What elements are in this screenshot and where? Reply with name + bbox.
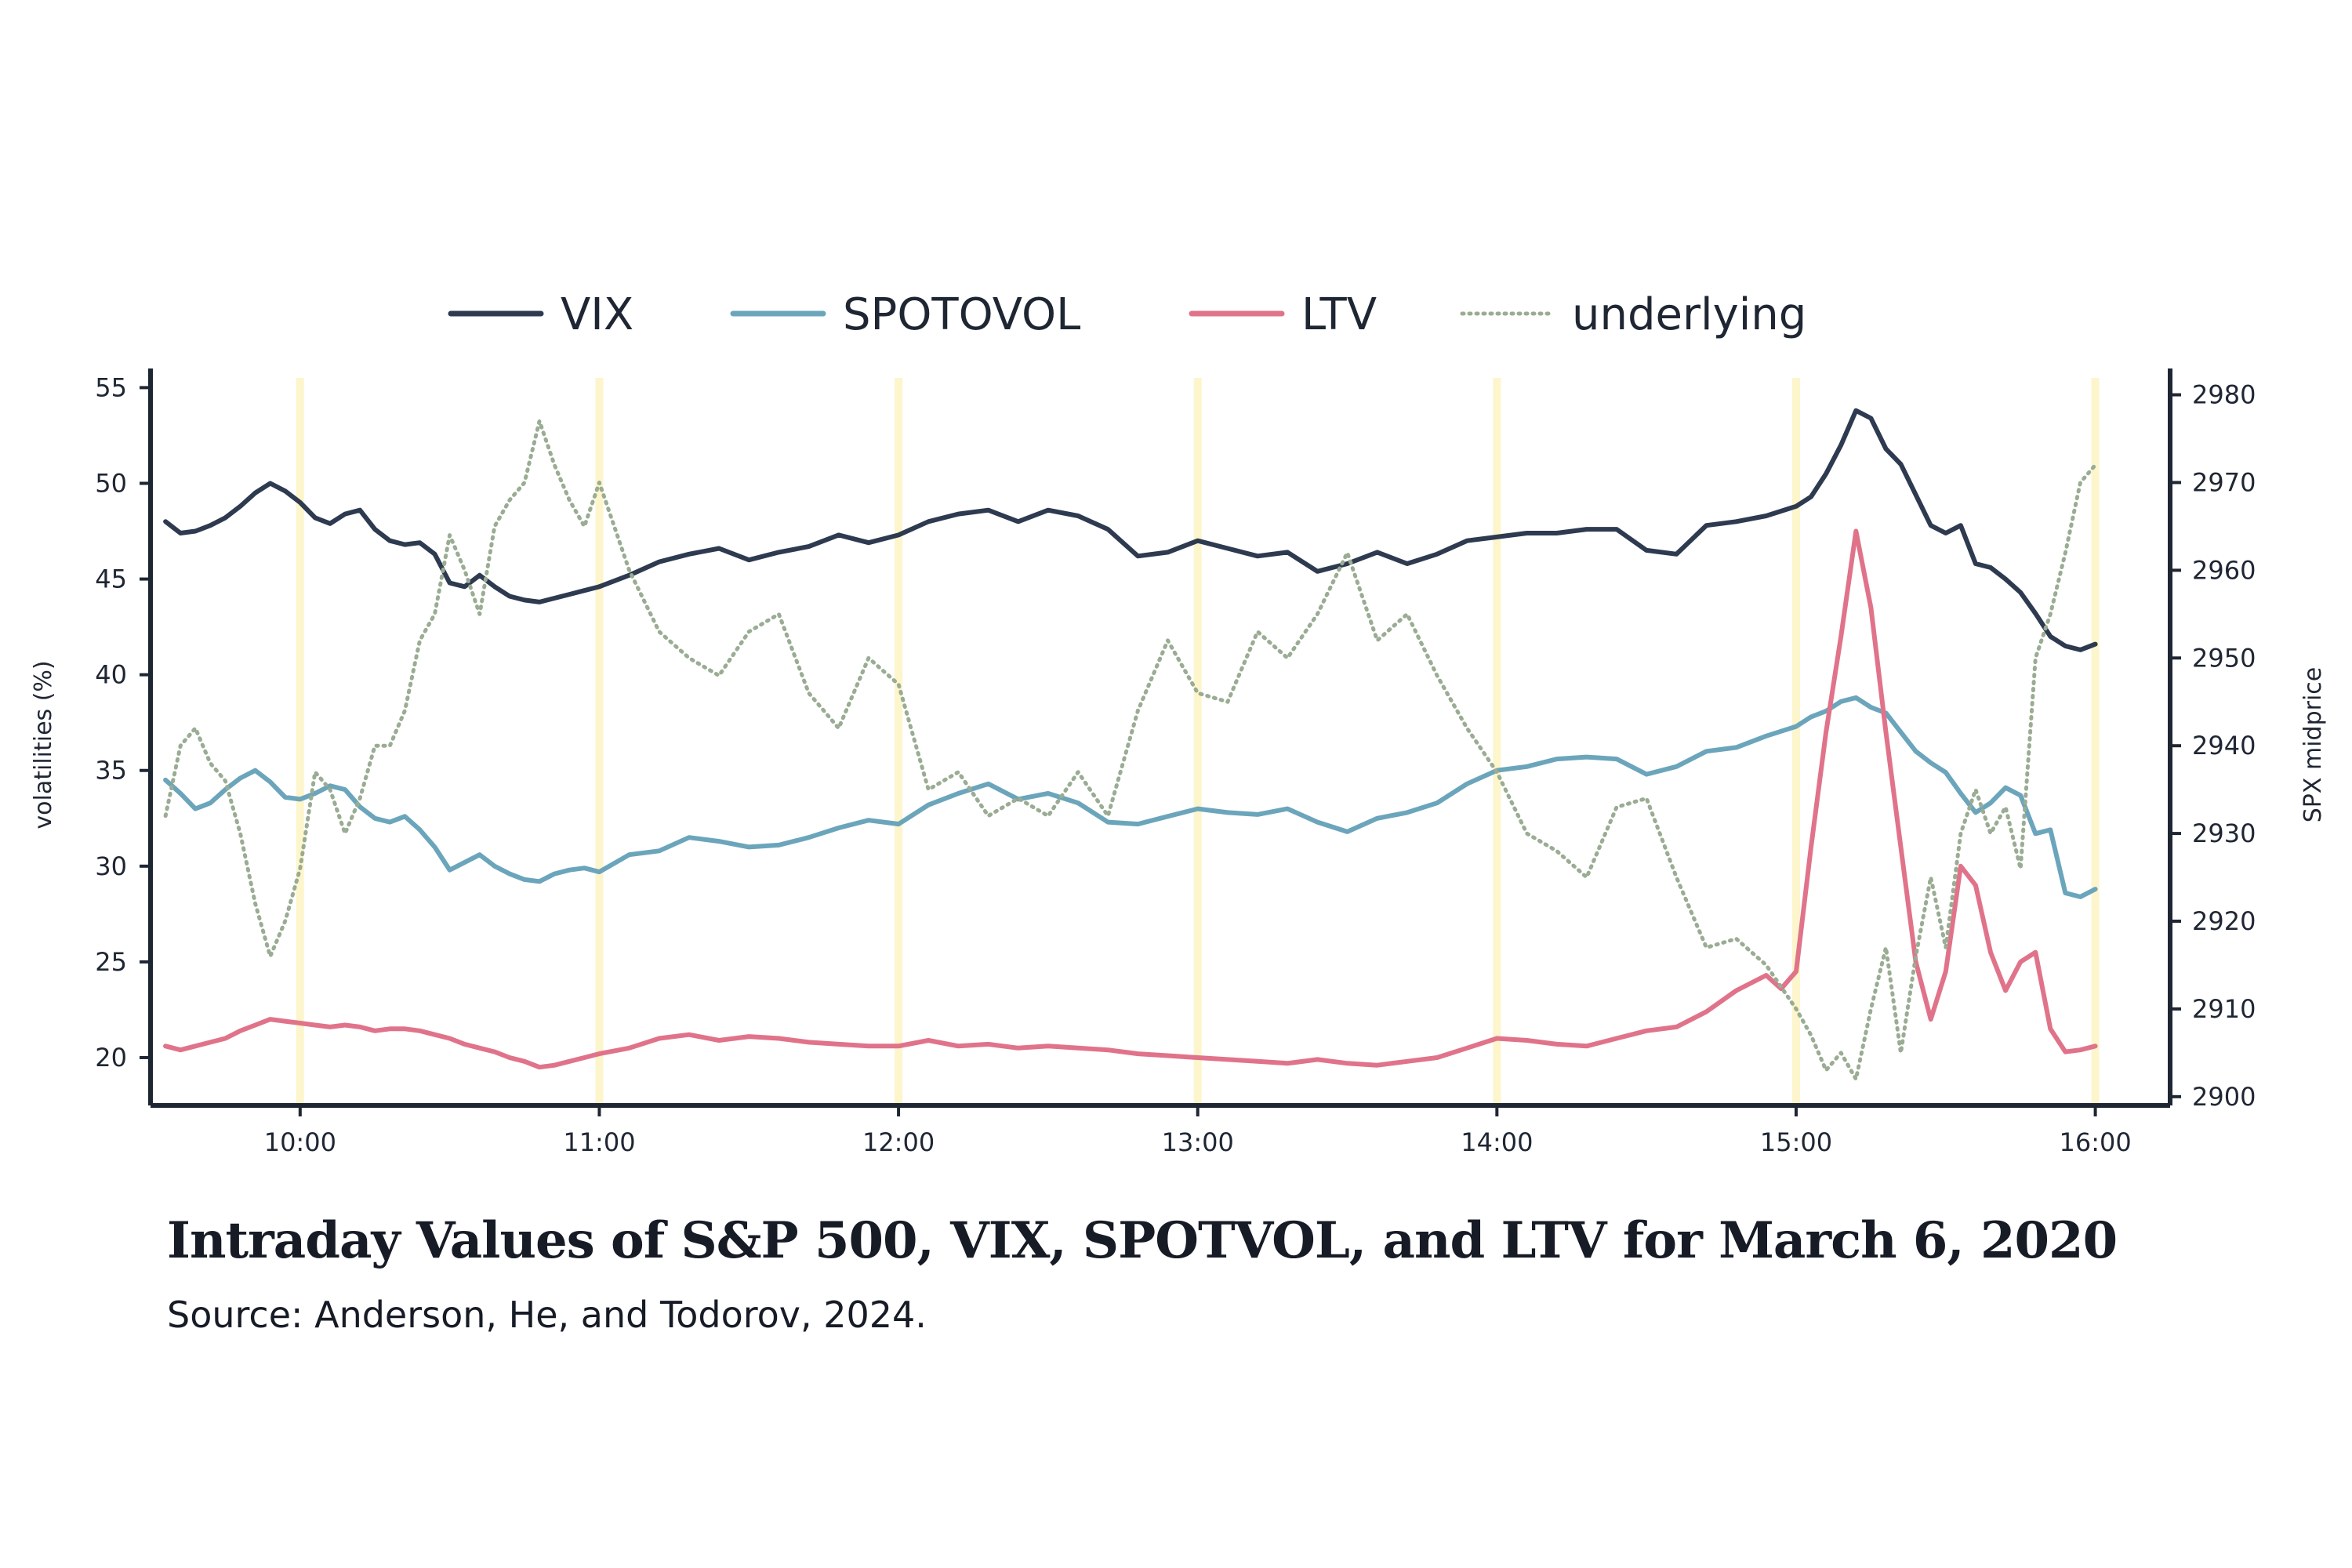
highlight-band-6 bbox=[2091, 378, 2100, 1105]
y2-tick-label: 2920 bbox=[2192, 906, 2256, 936]
x-tick-label: 15:00 bbox=[1760, 1127, 1832, 1157]
y-tick-label: 30 bbox=[95, 851, 127, 881]
y-tick-label: 45 bbox=[95, 564, 127, 594]
highlight-band-layer bbox=[296, 378, 2100, 1105]
series-layer bbox=[163, 408, 2098, 1081]
y-tick-label: 55 bbox=[95, 372, 127, 402]
series-line-ltv bbox=[163, 528, 2098, 1070]
legend-label-vix: VIX bbox=[561, 289, 633, 340]
highlight-band-1 bbox=[595, 378, 604, 1105]
x-tick-label: 13:00 bbox=[1162, 1127, 1234, 1157]
highlight-band-0 bbox=[296, 378, 304, 1105]
y-axis-title-right: SPX midprice bbox=[2299, 667, 2327, 823]
y-tick-label: 50 bbox=[95, 468, 127, 498]
x-tick-label: 12:00 bbox=[862, 1127, 935, 1157]
legend-label-ltv: LTV bbox=[1301, 289, 1377, 340]
y-tick-label: 40 bbox=[95, 660, 127, 690]
axes-layer: 10:00 11:00 12:00 13:00 14:00 15:00 16:00 20 25 3… bbox=[95, 368, 2256, 1157]
y-tick-label: 35 bbox=[95, 756, 127, 786]
series-line-underlying bbox=[163, 419, 2098, 1081]
x-tick-label: 11:00 bbox=[563, 1127, 635, 1157]
highlight-band-5 bbox=[1791, 378, 1800, 1105]
y2-tick-label: 2950 bbox=[2192, 643, 2256, 673]
legend: VIX SPOTOVOL LTV underlying bbox=[448, 289, 1806, 340]
highlight-band-2 bbox=[895, 378, 903, 1105]
x-tick-label: 16:00 bbox=[2059, 1127, 2131, 1157]
y2-tick-label: 2960 bbox=[2192, 555, 2256, 585]
y-tick-label: 20 bbox=[95, 1043, 127, 1073]
legend-label-underlying: underlying bbox=[1572, 289, 1806, 340]
series-line-spotovol bbox=[163, 695, 2098, 899]
x-tick-label: 14:00 bbox=[1461, 1127, 1533, 1157]
legend-label-spotovol: SPOTOVOL bbox=[843, 289, 1080, 340]
y2-tick-label: 2900 bbox=[2192, 1082, 2256, 1112]
chart-title: Intraday Values of S&P 500, VIX, SPOTVOL… bbox=[167, 1211, 2118, 1270]
chart-source: Source: Anderson, He, and Todorov, 2024. bbox=[167, 1294, 927, 1336]
series-line-vix bbox=[163, 408, 2098, 652]
y2-tick-label: 2980 bbox=[2192, 380, 2256, 410]
x-tick-label: 10:00 bbox=[264, 1127, 336, 1157]
y2-tick-label: 2970 bbox=[2192, 467, 2256, 497]
y2-tick-label: 2910 bbox=[2192, 994, 2256, 1024]
y-axis-title-left: volatilities (%) bbox=[30, 660, 57, 829]
y-tick-label: 25 bbox=[95, 947, 127, 977]
y2-tick-label: 2930 bbox=[2192, 818, 2256, 848]
y2-tick-label: 2940 bbox=[2192, 731, 2256, 760]
highlight-band-4 bbox=[1493, 378, 1501, 1105]
highlight-band-3 bbox=[1193, 378, 1202, 1105]
